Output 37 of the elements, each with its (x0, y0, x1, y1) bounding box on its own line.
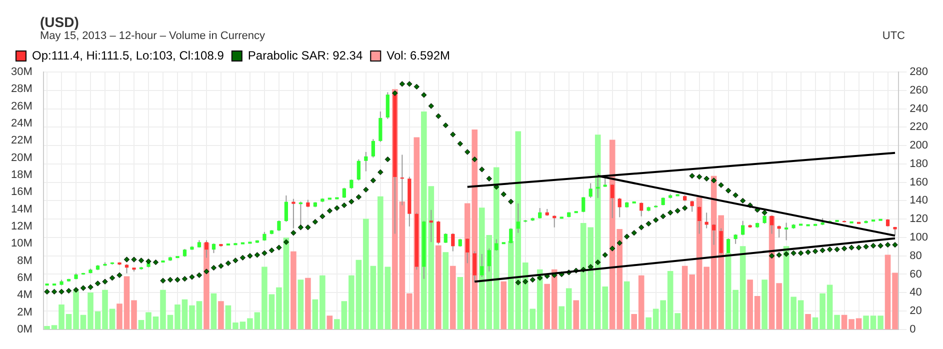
chart-subtitle: May 15, 2013 – 12-hour – Volume in Currency (40, 30, 266, 42)
y2-tick-label: 0 (910, 323, 916, 336)
chart-title: (USD) (40, 14, 80, 30)
y-tick-label: 2M (17, 306, 32, 318)
y-tick-label: 22M (10, 134, 32, 147)
y-tick-label: 10M (10, 238, 32, 250)
y-tick-label: 14M (10, 203, 32, 216)
y2-tick-label: 20 (910, 305, 922, 318)
y2-tick-label: 60 (910, 268, 922, 280)
y-tick-label: 26M (10, 100, 32, 112)
y-tick-label: 24M (10, 118, 32, 130)
y2-tick-label: 40 (910, 286, 922, 299)
legend-label: Op:111.4, Hi:111.5, Lo:103, Cl:108.9 (32, 48, 224, 62)
y2-tick-label: 220 (910, 121, 928, 134)
legend-label: Parabolic SAR: 92.34 (248, 48, 363, 62)
y2-tick-label: 80 (910, 250, 922, 262)
y-tick-label: 30M (10, 66, 32, 78)
y2-tick-label: 100 (910, 232, 928, 244)
y2-tick-label: 280 (910, 66, 928, 78)
y-tick-label: 8M (17, 254, 32, 267)
y-tick-label: 16M (10, 186, 32, 198)
y2-tick-label: 120 (910, 213, 928, 226)
y2-tick-label: 180 (910, 158, 928, 170)
y2-tick-label: 200 (910, 140, 928, 152)
y2-tick-label: 160 (910, 176, 928, 188)
y-tick-label: 18M (10, 168, 32, 181)
y-tick-label: 20M (10, 152, 32, 164)
y-tick-label: 0M (17, 323, 32, 336)
text: UTC (882, 30, 905, 42)
y2-tick-label: 140 (910, 194, 928, 207)
y-tick-label: 4M (17, 289, 32, 302)
y-tick-label: 6M (17, 272, 32, 284)
y-tick-label: 28M (10, 83, 32, 96)
legend-label: Vol: 6.592M (386, 48, 450, 62)
y-tick-label: 12M (10, 220, 32, 232)
y2-tick-label: 260 (910, 84, 928, 96)
y2-tick-label: 240 (910, 102, 928, 115)
